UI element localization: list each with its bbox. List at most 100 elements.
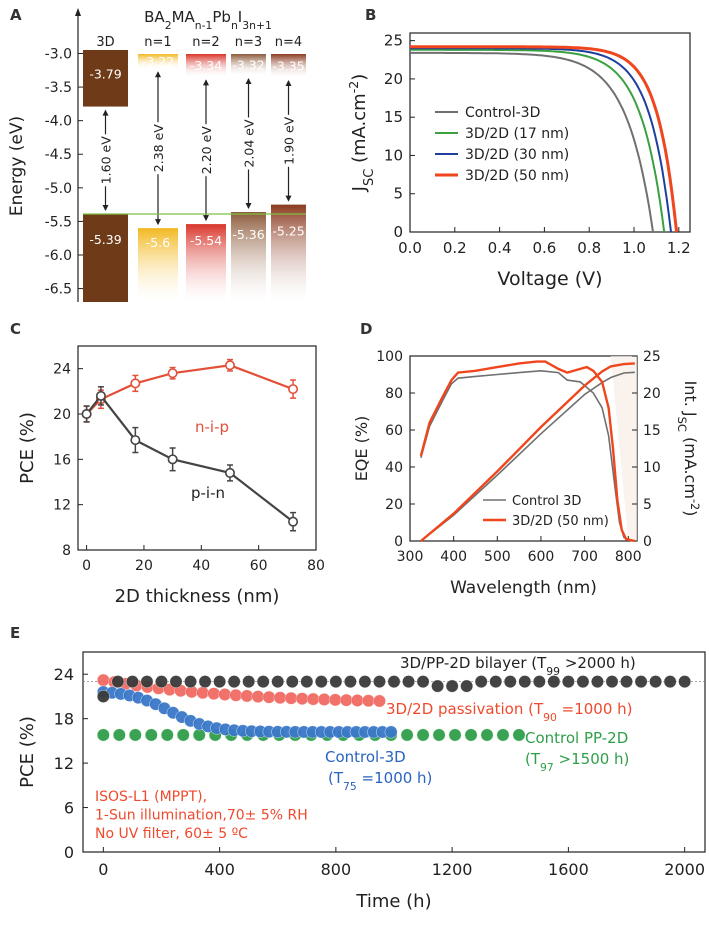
ann-part: =1000 h) [357, 769, 433, 787]
y-tick-label: 8 [62, 543, 71, 559]
y-tick-label: 15 [384, 108, 403, 126]
data-point [445, 679, 459, 693]
data-point [160, 728, 174, 742]
data-point [373, 694, 386, 708]
y2-label-part: ) [681, 510, 700, 516]
data-point [96, 728, 110, 742]
y-tick-label: -4.5 [45, 147, 72, 163]
column-header: 3D [96, 35, 114, 50]
data-point [224, 467, 235, 478]
eqe-curve [419, 360, 636, 543]
data-point [128, 728, 142, 742]
x-tick-label: 300 [397, 549, 424, 565]
data-point [218, 688, 232, 701]
data-point [339, 693, 353, 707]
data-point [184, 675, 197, 689]
y-tick-label: 0 [394, 534, 403, 550]
conduction-band-block [138, 54, 178, 69]
data-point [224, 360, 235, 371]
data-point [448, 728, 462, 742]
arrow-head-up [203, 79, 209, 86]
vbm-value: -5.6 [146, 235, 170, 250]
integrated-jsc-curve [420, 371, 635, 542]
series-label-nip: n-i-p [195, 418, 229, 436]
title-part: Pb [212, 8, 231, 26]
panel-d-eqe: 300 400 500 600 700 8000204060801000510152025… [352, 349, 702, 598]
bandgap-label: 2.20 eV [199, 126, 214, 174]
data-point [273, 691, 287, 705]
y-tick-label: 0 [393, 223, 403, 241]
valence-band-block [271, 204, 306, 302]
y-tick-label: 20 [384, 70, 403, 88]
y-tick-label: -6.0 [45, 248, 72, 264]
vbm-value: -5.36 [232, 227, 264, 242]
data-point [400, 728, 414, 742]
y-axis-label: PCE (%) [17, 716, 38, 788]
data-point [387, 675, 401, 689]
y2-tick-label: 5 [643, 497, 652, 513]
cbm-value: -3.35 [272, 59, 304, 74]
legend-label: 3D/2D (50 nm) [465, 168, 569, 184]
data-point [512, 728, 526, 742]
x-tick-label: 500 [484, 549, 511, 565]
y-label-part: (mA.cm [349, 93, 370, 168]
panel-label-c: C [10, 320, 21, 338]
plot-frame [82, 651, 706, 853]
ann-sub: 75 [343, 780, 357, 793]
data-point [140, 675, 154, 689]
y-tick-label: 20 [385, 497, 403, 513]
data-point [591, 675, 604, 689]
x-tick-label: 0.0 [398, 239, 422, 257]
data-point [329, 675, 343, 689]
y-label-part: J [349, 186, 370, 192]
x-tick-label: 1600 [548, 860, 589, 879]
data-point [229, 688, 243, 702]
cbm-value: -3.34 [190, 58, 222, 73]
y2-label-sup: -2 [689, 499, 702, 510]
data-point [295, 692, 309, 706]
data-point [432, 728, 446, 742]
panel-label-d: D [360, 320, 372, 338]
conduction-band-block [231, 54, 266, 75]
data-point [81, 408, 92, 419]
data-point [328, 693, 342, 707]
bandgap-label: 1.60 eV [99, 136, 114, 184]
y-axis-label: PCE (%) [17, 412, 38, 484]
data-point [240, 689, 254, 703]
data-point [518, 675, 532, 689]
data-point [416, 675, 430, 689]
arrow-head-down [155, 219, 161, 226]
y-tick-label: -5.5 [45, 214, 72, 230]
data-point [167, 454, 178, 465]
cbm-value: -3.22 [142, 54, 174, 69]
y-tick-label: -3.5 [45, 80, 72, 96]
legend-label: 3D/2D (17 nm) [465, 126, 569, 142]
y-tick-label: -4.0 [45, 114, 72, 130]
x-tick-label: 400 [204, 860, 235, 879]
x-tick-label: 60 [250, 558, 268, 574]
panel-a-title: BA2MAn-1PbnI3n+1 [144, 8, 272, 32]
y-tick-label: -3.0 [45, 47, 72, 63]
data-point [464, 728, 478, 742]
ann-part: (T [525, 750, 541, 768]
x-tick-label: 1.2 [667, 239, 691, 257]
conditions-text: 1-Sun illumination,70± 5% RH [95, 808, 308, 824]
data-point [198, 675, 212, 689]
y-label-part: ) [349, 74, 370, 81]
x-tick-label: 400 [440, 549, 467, 565]
data-point [126, 675, 139, 689]
data-point [288, 516, 299, 527]
annotation-control-pp-t: (T97 >1500 h) [525, 750, 629, 774]
jv-curve [410, 51, 654, 233]
y-tick-label: 5 [393, 185, 403, 203]
data-point [358, 675, 372, 689]
x-tick-label: 0.4 [488, 239, 512, 257]
data-point [227, 675, 241, 689]
y-tick-label: 80 [385, 386, 403, 402]
ann-sub: 90 [543, 711, 557, 724]
data-point [196, 686, 210, 700]
valence-band-block [83, 214, 128, 302]
conduction-band-block [271, 54, 306, 78]
data-point [96, 673, 110, 687]
y-tick-label: 25 [384, 32, 403, 50]
